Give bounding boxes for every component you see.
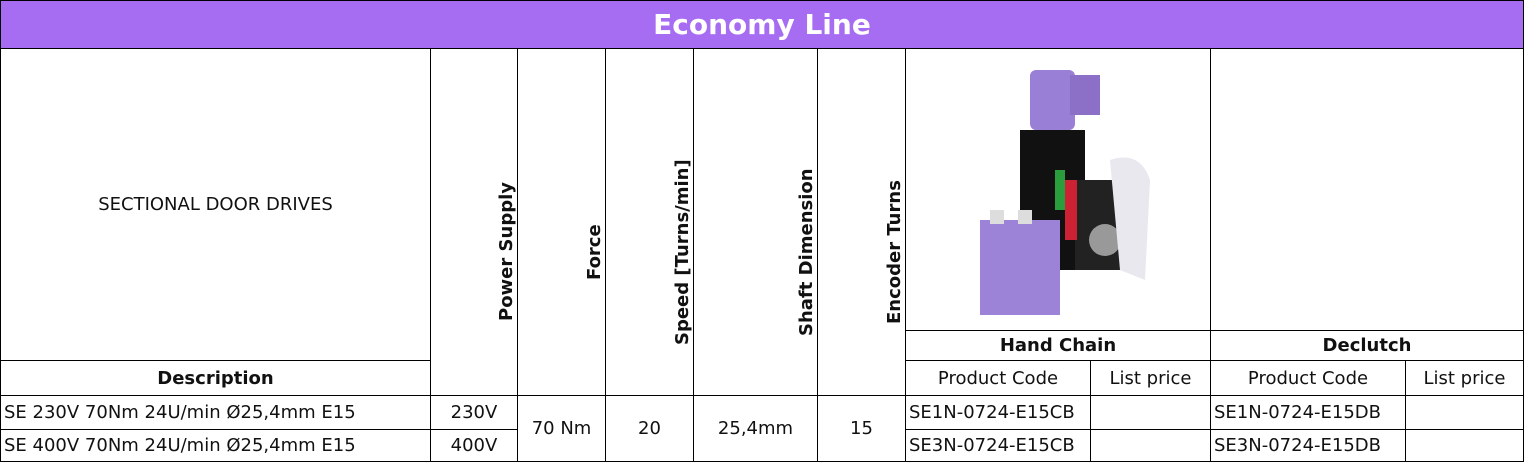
power-supply-text: 230V (450, 402, 498, 423)
shared-value: 20 (605, 395, 694, 462)
description-header-text: Description (157, 367, 274, 389)
code-header-text: Product Code (1247, 367, 1369, 389)
product-code: SE3N-0724-E15CB (905, 429, 1091, 462)
product-code-text: SE1N-0724-E15DB (1214, 402, 1382, 423)
list-price (1090, 429, 1211, 462)
title-bar-text: Economy Line (653, 8, 871, 41)
shared-value-text: 25,4mm (717, 418, 794, 439)
option-name-text: Declutch (1322, 335, 1412, 356)
title-bar: Economy Line (0, 0, 1524, 49)
option-name-text: Hand Chain (999, 335, 1117, 356)
column-header-text: Speed [Turns/min] (672, 159, 693, 345)
price-header: List price (1090, 360, 1211, 396)
product-code: SE1N-0724-E15DB (1210, 395, 1406, 430)
description: SE 400V 70Nm 24U/min Ø25,4mm E15 (0, 429, 431, 462)
description-text: SE 400V 70Nm 24U/min Ø25,4mm E15 (4, 435, 356, 456)
column-header-text: Shaft Dimension (796, 168, 817, 336)
price-header-text: List price (1109, 367, 1192, 389)
product-code: SE1N-0724-E15CB (905, 395, 1091, 430)
list-price (1090, 395, 1211, 430)
code-header: Product Code (905, 360, 1091, 396)
product-code-text: SE3N-0724-E15DB (1214, 435, 1382, 456)
column-header-text: Encoder Turns (884, 180, 905, 324)
price-header-text: List price (1423, 367, 1506, 389)
description-header: Description (0, 360, 431, 396)
power-supply: 230V (430, 395, 518, 430)
code-header: Product Code (1210, 360, 1406, 396)
shared-value-text: 20 (638, 418, 661, 439)
power-supply: 400V (430, 429, 518, 462)
power-supply-text: 400V (450, 435, 498, 456)
shared-value-text: 70 Nm (531, 418, 592, 439)
column-header: Encoder Turns (817, 48, 906, 396)
option-name: Declutch (1210, 330, 1524, 361)
shared-value: 70 Nm (517, 395, 606, 462)
product-code-text: SE1N-0724-E15CB (909, 402, 1075, 423)
column-header-text: Force (584, 224, 605, 280)
product-code: SE3N-0724-E15DB (1210, 429, 1406, 462)
group-label-text: SECTIONAL DOOR DRIVES (98, 194, 333, 215)
product-code-text: SE3N-0724-E15CB (909, 435, 1075, 456)
list-price (1405, 429, 1524, 462)
column-header: Speed [Turns/min] (605, 48, 694, 396)
description: SE 230V 70Nm 24U/min Ø25,4mm E15 (0, 395, 431, 430)
column-header: Force (517, 48, 606, 396)
group-label: SECTIONAL DOOR DRIVES (0, 48, 431, 361)
option-name: Hand Chain (905, 330, 1211, 361)
description-text: SE 230V 70Nm 24U/min Ø25,4mm E15 (4, 402, 356, 423)
price-header: List price (1405, 360, 1524, 396)
column-header: Shaft Dimension (693, 48, 818, 396)
code-header-text: Product Code (937, 367, 1059, 389)
shared-value-text: 15 (850, 418, 873, 439)
blank-cell (1210, 48, 1524, 331)
shared-value: 15 (817, 395, 906, 462)
column-header: Power Supply (430, 48, 518, 396)
product-image (980, 70, 1150, 315)
shared-value: 25,4mm (693, 395, 818, 462)
column-header-text: Power Supply (496, 182, 517, 322)
list-price (1405, 395, 1524, 430)
